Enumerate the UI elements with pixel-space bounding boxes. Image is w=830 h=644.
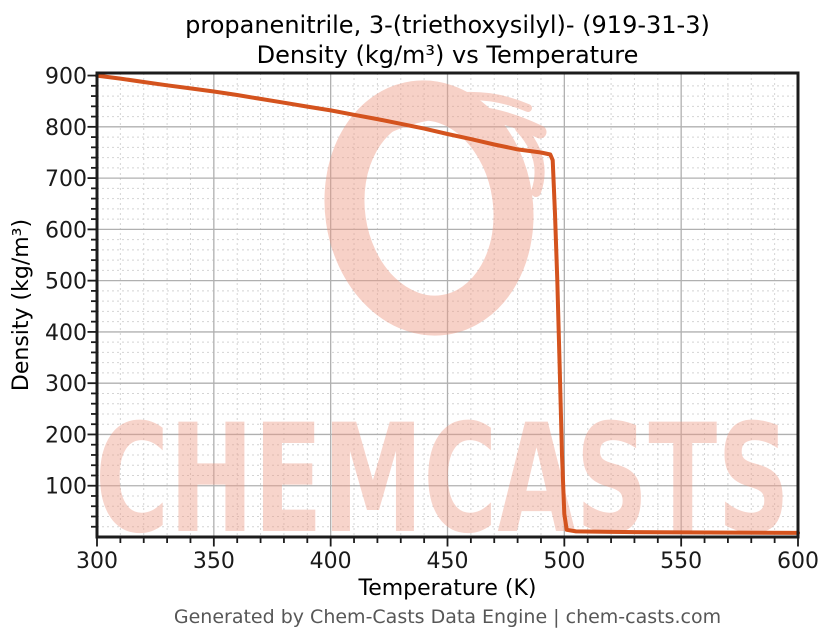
svg-text:300: 300 xyxy=(45,372,87,397)
svg-text:400: 400 xyxy=(45,321,87,346)
y-axis-label: Density (kg/m³) xyxy=(9,218,34,392)
svg-text:450: 450 xyxy=(427,549,469,574)
svg-text:600: 600 xyxy=(45,218,87,243)
brush-circle-logo-icon xyxy=(324,80,547,336)
svg-text:700: 700 xyxy=(45,167,87,192)
x-tick-labels: 300 350 400 450 500 550 600 xyxy=(76,549,819,574)
svg-text:300: 300 xyxy=(76,549,118,574)
axis-spines xyxy=(95,71,800,539)
svg-text:500: 500 xyxy=(543,549,585,574)
footer-text: Generated by Chem-Casts Data Engine | ch… xyxy=(173,606,722,628)
svg-text:900: 900 xyxy=(45,65,87,90)
svg-text:600: 600 xyxy=(777,549,819,574)
tick-marks xyxy=(87,74,799,547)
svg-text:800: 800 xyxy=(45,116,87,141)
svg-text:100: 100 xyxy=(45,475,87,500)
density-line xyxy=(95,73,800,535)
chart-subtitle: Density (kg/m³) vs Temperature xyxy=(256,41,639,69)
svg-text:500: 500 xyxy=(45,270,87,295)
svg-text:200: 200 xyxy=(45,423,87,448)
y-tick-labels: 100 200 300 400 500 600 700 800 900 xyxy=(45,65,87,500)
svg-text:550: 550 xyxy=(660,549,702,574)
grid-layer xyxy=(97,73,798,537)
svg-text:400: 400 xyxy=(310,549,352,574)
chart-title: propanenitrile, 3-(triethoxysilyl)- (919… xyxy=(185,11,710,39)
watermark-text: CHEMCASTS xyxy=(95,393,790,567)
watermark-layer: CHEMCASTS xyxy=(95,80,790,567)
x-axis-label: Temperature (K) xyxy=(358,576,537,601)
svg-text:350: 350 xyxy=(193,549,235,574)
